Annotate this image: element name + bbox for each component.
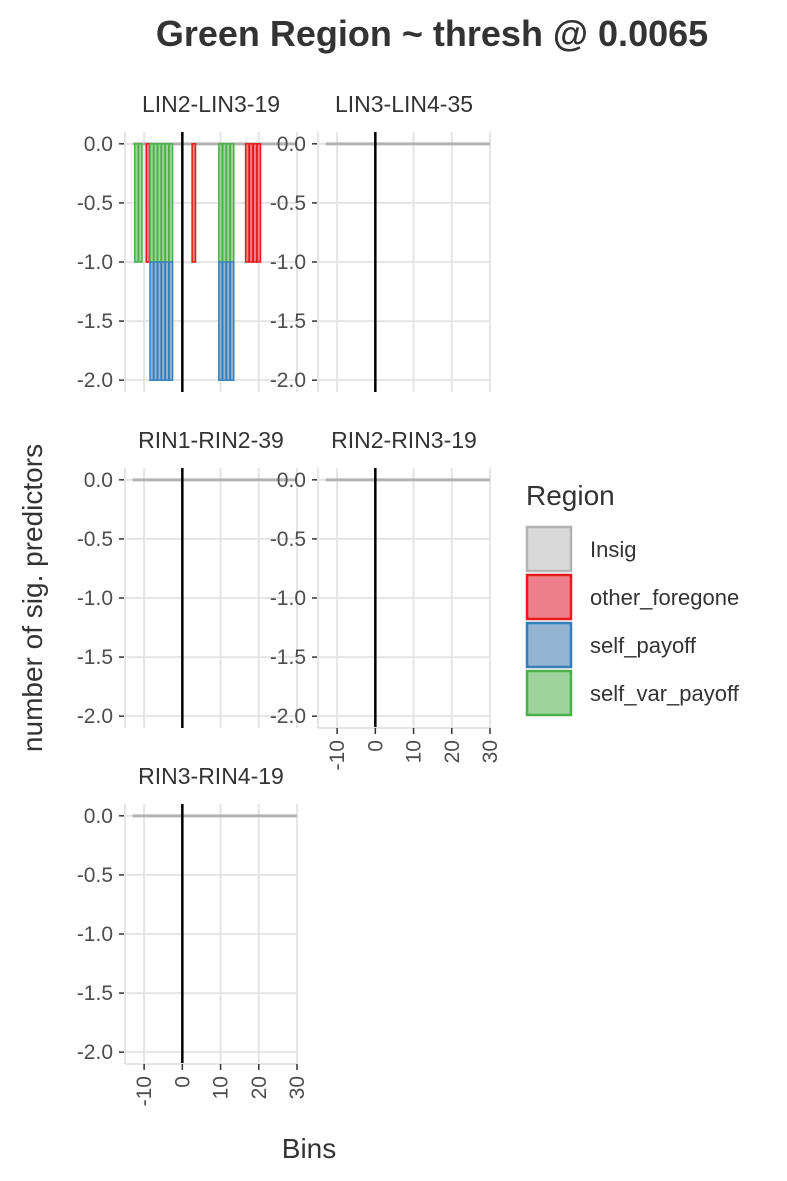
y-axis-title: number of sig. predictors	[17, 444, 48, 752]
bar-self-var-payoff	[133, 143, 139, 263]
legend-swatch	[525, 573, 573, 621]
bar-self-payoff	[168, 261, 174, 381]
bar-self-payoff	[218, 261, 224, 381]
bar-self-payoff	[164, 261, 170, 381]
legend-item-self-payoff: self_payoff	[525, 621, 697, 669]
bar-self-var-payoff	[221, 143, 227, 263]
facet-strip-label: LIN3-LIN4-35	[335, 91, 473, 117]
y-tick-label: 0.0	[277, 133, 306, 156]
facet-strip-label: RIN3-RIN4-19	[138, 763, 284, 789]
bar-self-var-payoff	[225, 143, 231, 263]
y-tick-label: -0.5	[77, 192, 113, 215]
x-tick-label: 30	[286, 1076, 309, 1099]
y-tick-label: -1.5	[77, 982, 113, 1005]
legend-swatch	[525, 621, 573, 669]
bar-self-var-payoff	[160, 143, 166, 263]
y-tick-label: -2.0	[77, 705, 113, 728]
y-tick-label: -1.0	[77, 587, 113, 610]
panel-lin2-lin3-19: LIN2-LIN3-19 0.0 -0.5 -1.0 -1.5 -2.0	[77, 91, 298, 392]
x-tick-label: -10	[326, 740, 349, 770]
x-axis-title: Bins	[282, 1133, 336, 1164]
bar-self-payoff	[156, 261, 162, 381]
x-tick-label: 30	[479, 740, 502, 763]
bar-self-var-payoff	[218, 143, 224, 263]
y-tick-label: -0.5	[270, 192, 306, 215]
bar-other-foregone	[145, 143, 151, 263]
facet-strip-label: RIN1-RIN2-39	[138, 427, 284, 453]
y-tick-label: -1.0	[270, 251, 306, 274]
legend-item-self-var-payoff: self_var_payoff	[525, 669, 740, 717]
bar-self-payoff	[149, 261, 155, 381]
legend-item-other-foregone: other_foregone	[525, 573, 739, 621]
y-tick-label: -2.0	[77, 369, 113, 392]
bar-self-payoff	[160, 261, 166, 381]
y-tick-label: -1.0	[270, 587, 306, 610]
facet-strip-label: LIN2-LIN3-19	[142, 91, 280, 117]
bar-self-var-payoff	[164, 143, 170, 263]
y-tick-label: -1.5	[270, 310, 306, 333]
x-tick-label: 10	[210, 1076, 233, 1099]
x-tick-label: 20	[441, 740, 464, 763]
legend-label: self_var_payoff	[590, 681, 740, 706]
y-tick-label: 0.0	[277, 469, 306, 492]
bar-other-foregone	[252, 143, 258, 263]
y-tick-label: -1.0	[77, 251, 113, 274]
bar-self-var-payoff	[137, 143, 143, 263]
panel-lin3-lin4-35: LIN3-LIN4-35 0.0 -0.5 -1.0 -1.5 -2.0	[270, 91, 491, 392]
bar-self-var-payoff	[153, 143, 159, 263]
y-tick-label: 0.0	[84, 805, 113, 828]
y-tick-label: -0.5	[77, 528, 113, 551]
bar-other-foregone	[256, 143, 262, 263]
bar-self-payoff	[221, 261, 227, 381]
panel-rin1-rin2-39: RIN1-RIN2-39 0.0 -0.5 -1.0 -1.5 -2.0	[77, 427, 298, 728]
y-tick-label: -2.0	[270, 705, 306, 728]
y-tick-label: -1.0	[77, 923, 113, 946]
bar-self-var-payoff	[229, 143, 235, 263]
bar-self-var-payoff	[168, 143, 174, 263]
bar-other-foregone	[191, 143, 197, 263]
legend-label: Insig	[590, 537, 636, 562]
legend-label: other_foregone	[590, 585, 739, 610]
y-tick-label: -0.5	[77, 864, 113, 887]
bar-self-payoff	[225, 261, 231, 381]
facet-panels: LIN2-LIN3-190.0-0.5-1.0-1.5-2.0LIN3-LIN4…	[77, 91, 502, 1106]
y-tick-label: -1.5	[77, 646, 113, 669]
panel-rin3-rin4-19: RIN3-RIN4-19 0.0 -0.5 -1.0 -1.5 -2.0 -10 0 10 20 3…	[77, 763, 309, 1106]
x-tick-label: 0	[364, 740, 387, 752]
x-tick-label: 20	[248, 1076, 271, 1099]
y-tick-label: 0.0	[84, 469, 113, 492]
x-tick-label: -10	[133, 1076, 156, 1106]
y-tick-label: -1.5	[270, 646, 306, 669]
legend-swatch	[525, 525, 573, 573]
bar-self-payoff	[153, 261, 159, 381]
bar-self-var-payoff	[156, 143, 162, 263]
y-tick-label: -1.5	[77, 310, 113, 333]
facet-strip-label: RIN2-RIN3-19	[331, 427, 477, 453]
chart-title: Green Region ~ thresh @ 0.0065	[156, 13, 708, 54]
legend-swatch	[525, 669, 573, 717]
y-tick-label: -2.0	[77, 1041, 113, 1064]
legend-label: self_payoff	[590, 633, 697, 658]
y-tick-label: -2.0	[270, 369, 306, 392]
legend-title: Region	[526, 480, 615, 511]
bar-self-var-payoff	[149, 143, 155, 263]
bar-other-foregone	[244, 143, 250, 263]
panel-rin2-rin3-19: RIN2-RIN3-19 0.0 -0.5 -1.0 -1.5 -2.0 -10 0 10 20 3…	[270, 427, 502, 770]
legend-item-insig: Insig	[525, 525, 636, 573]
y-tick-label: -0.5	[270, 528, 306, 551]
bar-other-foregone	[248, 143, 254, 263]
y-tick-label: 0.0	[84, 133, 113, 156]
x-tick-label: 10	[403, 740, 426, 763]
x-tick-label: 0	[171, 1076, 194, 1088]
bar-self-payoff	[229, 261, 235, 381]
legend: Region Insig other_foregone self_payoffsel…	[525, 480, 740, 717]
